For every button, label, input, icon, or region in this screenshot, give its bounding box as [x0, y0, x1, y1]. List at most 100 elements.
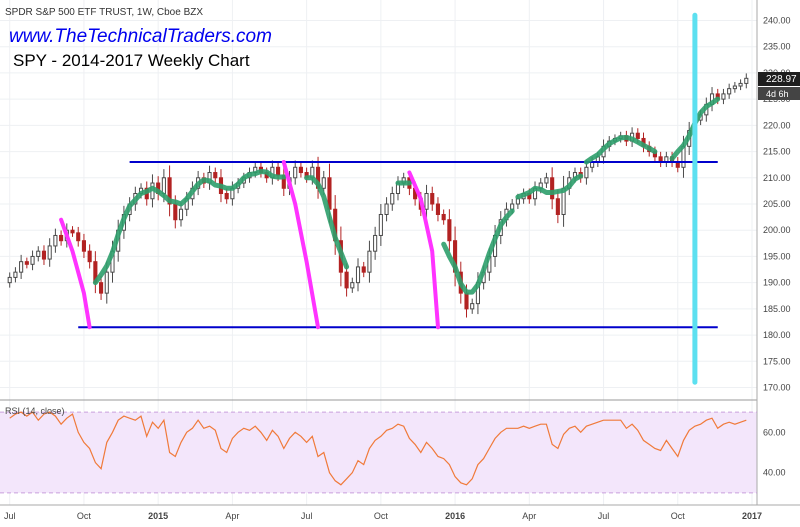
price-tick-label: 210.00 — [763, 173, 791, 183]
candle-body — [727, 88, 732, 95]
candle-body — [87, 250, 92, 263]
candle-body — [53, 234, 58, 247]
candle-body — [447, 219, 452, 242]
candle-body — [224, 193, 229, 200]
candle-body — [721, 93, 726, 100]
candle-body — [30, 255, 35, 265]
candle-body — [635, 132, 640, 139]
candle-body — [355, 266, 361, 284]
rsi-line — [9, 411, 747, 486]
price-tick-label: 180.00 — [763, 330, 791, 340]
price-tick-label: 220.00 — [763, 120, 791, 130]
rsi-tick-label: 40.00 — [763, 468, 786, 478]
price-tick-label: 205.00 — [763, 199, 791, 209]
trend-curve — [583, 134, 658, 165]
time-tick-label: Oct — [374, 511, 389, 521]
candle-body — [732, 85, 737, 90]
drop-marker — [281, 160, 320, 330]
time-tick-label: 2015 — [148, 511, 168, 521]
rsi-band — [0, 412, 757, 493]
candle-body — [41, 250, 47, 260]
candle-body — [13, 271, 18, 278]
candle-body — [510, 203, 515, 210]
candle-body — [390, 193, 395, 205]
candle-body — [430, 193, 435, 205]
candle-body — [384, 203, 389, 215]
rsi-tick-label: 60.00 — [763, 427, 786, 437]
candle-body — [19, 261, 24, 273]
candle-body — [350, 282, 355, 289]
candle-body — [173, 203, 178, 221]
price-tick-label: 170.00 — [763, 383, 791, 393]
candle-body — [167, 177, 172, 205]
price-tick-label: 235.00 — [763, 42, 791, 52]
candle-body — [378, 213, 383, 236]
candle-body — [70, 229, 75, 234]
time-tick-label: Apr — [522, 511, 536, 521]
candle-body — [36, 250, 41, 257]
candle-body — [424, 193, 429, 210]
candle-body — [470, 303, 475, 310]
chart-title: SPY - 2014-2017 Weekly Chart — [13, 51, 250, 70]
time-tick-label: Apr — [225, 511, 239, 521]
candle-body — [550, 177, 555, 200]
candle-body — [99, 282, 104, 294]
candles — [7, 73, 749, 318]
website-link[interactable]: www.TheTechnicalTraders.com — [9, 26, 272, 47]
time-tick-label: 2017 — [742, 511, 762, 521]
candle-body — [59, 234, 64, 242]
drop-marker — [59, 217, 92, 330]
candle-body — [584, 166, 589, 179]
last-price-badge — [758, 72, 800, 86]
candle-body — [7, 276, 12, 284]
price-tick-label: 175.00 — [763, 356, 791, 366]
time-tick-label: Jul — [598, 511, 610, 521]
drop-marker — [407, 170, 440, 330]
overlays — [59, 12, 721, 385]
time-tick-label: Oct — [77, 511, 92, 521]
candle-body — [47, 245, 52, 260]
candle-body — [744, 77, 749, 84]
last-price-value: 228.97 — [766, 74, 797, 85]
candle-body — [178, 208, 184, 221]
candle-body — [344, 271, 349, 289]
price-tick-label: 190.00 — [763, 278, 791, 288]
rsi-layer — [0, 411, 757, 494]
price-tick-label: 185.00 — [763, 304, 791, 314]
candle-body — [81, 240, 86, 252]
candle-body — [544, 177, 549, 184]
countdown-value: 4d 6h — [766, 89, 789, 99]
candle-body — [321, 177, 326, 189]
candle-body — [161, 177, 166, 195]
candle-body — [276, 166, 281, 176]
trend-curve — [92, 169, 287, 286]
candle-body — [373, 234, 378, 252]
candle-body — [298, 166, 303, 174]
time-tick-label: Jul — [301, 511, 313, 521]
trend-curve — [441, 208, 515, 295]
candle-body — [361, 266, 366, 273]
rsi-label: RSI (14, close) — [5, 406, 65, 416]
price-tick-label: 240.00 — [763, 15, 791, 25]
trend-curve — [304, 175, 350, 270]
price-tick-label: 195.00 — [763, 251, 791, 261]
countdown-badge — [758, 87, 800, 100]
candle-body — [435, 203, 441, 215]
candle-body — [293, 166, 298, 179]
trend-curve — [515, 173, 584, 200]
time-tick-label: 2016 — [445, 511, 465, 521]
candle-body — [367, 250, 372, 273]
candle-body — [555, 198, 560, 215]
price-tick-label: 215.00 — [763, 147, 791, 157]
candle-body — [464, 292, 469, 310]
candle-body — [213, 172, 218, 179]
symbol-line: SPDR S&P 500 ETF TRUST, 1W, Cboe BZX — [5, 7, 203, 18]
price-tick-label: 200.00 — [763, 225, 791, 235]
time-tick-label: Jul — [4, 511, 16, 521]
candle-body — [441, 213, 446, 221]
candle-body — [24, 261, 29, 265]
time-tick-label: Oct — [671, 511, 686, 521]
candle-body — [738, 82, 743, 87]
candle-body — [76, 232, 81, 242]
